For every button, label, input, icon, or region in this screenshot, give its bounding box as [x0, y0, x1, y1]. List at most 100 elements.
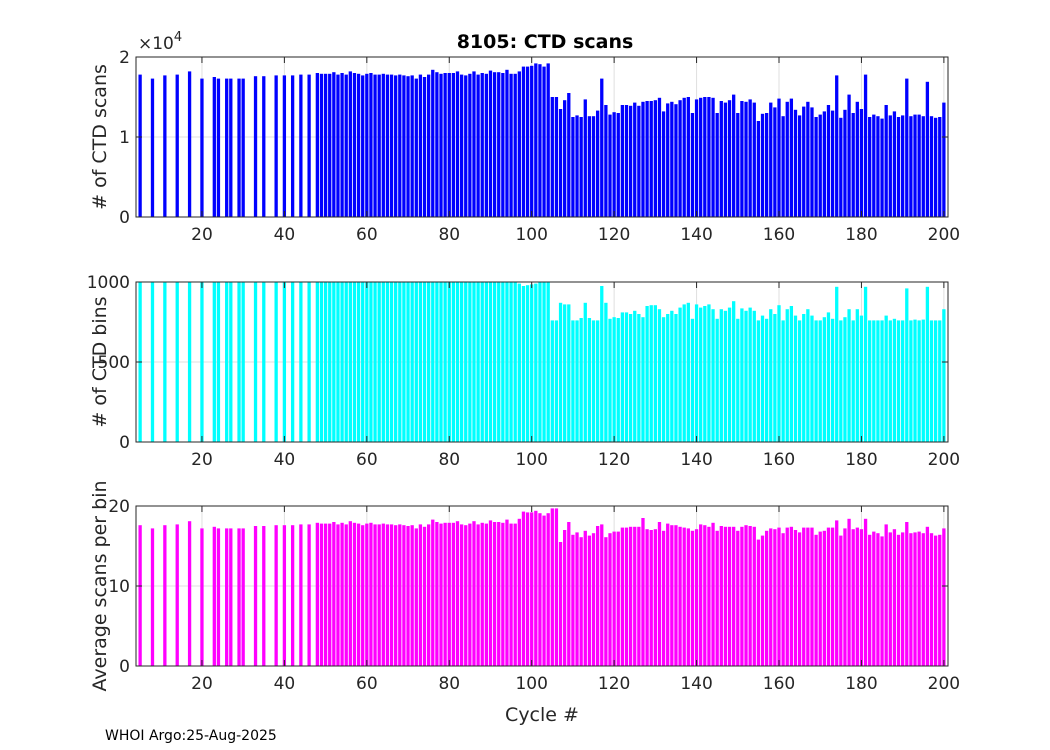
bar — [459, 524, 464, 666]
bar — [406, 526, 410, 666]
bar — [744, 310, 748, 442]
bar — [435, 522, 439, 666]
bar — [859, 529, 864, 666]
bar — [810, 315, 814, 442]
bar — [868, 320, 872, 442]
bar — [476, 282, 480, 442]
bar — [212, 282, 216, 442]
bar — [830, 318, 835, 442]
bar — [554, 320, 559, 442]
bar — [579, 537, 583, 666]
bar — [777, 98, 781, 217]
bar — [575, 320, 579, 442]
bar — [348, 521, 352, 666]
bar — [501, 522, 505, 666]
bar — [744, 525, 748, 666]
bar — [328, 73, 332, 217]
x-tick-label: 40 — [274, 674, 296, 694]
bar — [686, 97, 690, 217]
bar — [921, 116, 925, 217]
bar — [319, 523, 324, 666]
bar — [274, 282, 278, 442]
bar — [719, 101, 723, 217]
y-tick-label: 1000 — [87, 273, 130, 293]
bar — [521, 66, 526, 217]
bar — [674, 104, 678, 217]
bar — [344, 282, 348, 442]
bar — [797, 320, 802, 442]
bar — [571, 320, 575, 442]
bar — [670, 310, 674, 442]
bar — [612, 531, 616, 666]
bar — [455, 71, 460, 217]
bar — [892, 529, 897, 666]
bar — [513, 73, 517, 217]
bar — [942, 528, 946, 666]
bar — [319, 73, 324, 217]
bar — [262, 526, 266, 666]
bar — [352, 282, 357, 442]
bar — [402, 525, 406, 666]
bar — [756, 320, 761, 442]
bar — [418, 524, 423, 666]
bar — [542, 515, 546, 666]
bar — [468, 282, 472, 442]
bar — [377, 74, 381, 217]
bar — [835, 75, 839, 217]
bar — [628, 105, 633, 217]
bar — [488, 282, 493, 442]
x-tick-label: 120 — [598, 225, 630, 245]
bar — [633, 310, 637, 442]
bar — [538, 282, 542, 442]
bar — [690, 530, 695, 666]
bar — [826, 312, 831, 442]
bar — [212, 77, 216, 217]
bar — [888, 532, 892, 666]
bar — [637, 105, 641, 217]
bar — [398, 282, 402, 442]
bar — [435, 72, 439, 217]
bar — [517, 283, 521, 442]
bar — [480, 282, 484, 442]
bar — [925, 81, 930, 217]
x-tick-label: 80 — [438, 674, 460, 694]
bar — [394, 282, 398, 442]
bar — [793, 315, 798, 442]
bar — [315, 73, 320, 217]
bar — [497, 282, 501, 442]
bar — [608, 533, 612, 666]
bar — [315, 522, 320, 666]
bar — [262, 76, 266, 217]
bar — [645, 306, 649, 442]
x-tick-label: 60 — [356, 674, 378, 694]
bar — [517, 71, 521, 217]
bar — [253, 282, 258, 442]
bar — [575, 115, 579, 217]
bar — [814, 534, 818, 666]
bar — [933, 320, 938, 442]
bar — [740, 308, 744, 442]
bar — [480, 522, 484, 666]
bar — [558, 542, 563, 666]
bar — [373, 282, 377, 442]
bar — [319, 282, 324, 442]
bar — [690, 113, 695, 217]
bar — [884, 105, 888, 217]
bar — [756, 121, 761, 217]
bar — [542, 66, 546, 217]
bar — [797, 115, 802, 217]
bar — [649, 530, 653, 666]
bar — [595, 526, 600, 666]
bar — [888, 320, 892, 442]
bar — [212, 526, 216, 666]
bar — [818, 320, 822, 442]
bar — [427, 74, 431, 217]
bar — [938, 534, 942, 666]
bar — [472, 282, 476, 442]
bar — [418, 74, 423, 217]
bar — [299, 282, 303, 442]
bar — [612, 112, 616, 217]
bar — [740, 101, 744, 217]
bar — [847, 518, 851, 666]
